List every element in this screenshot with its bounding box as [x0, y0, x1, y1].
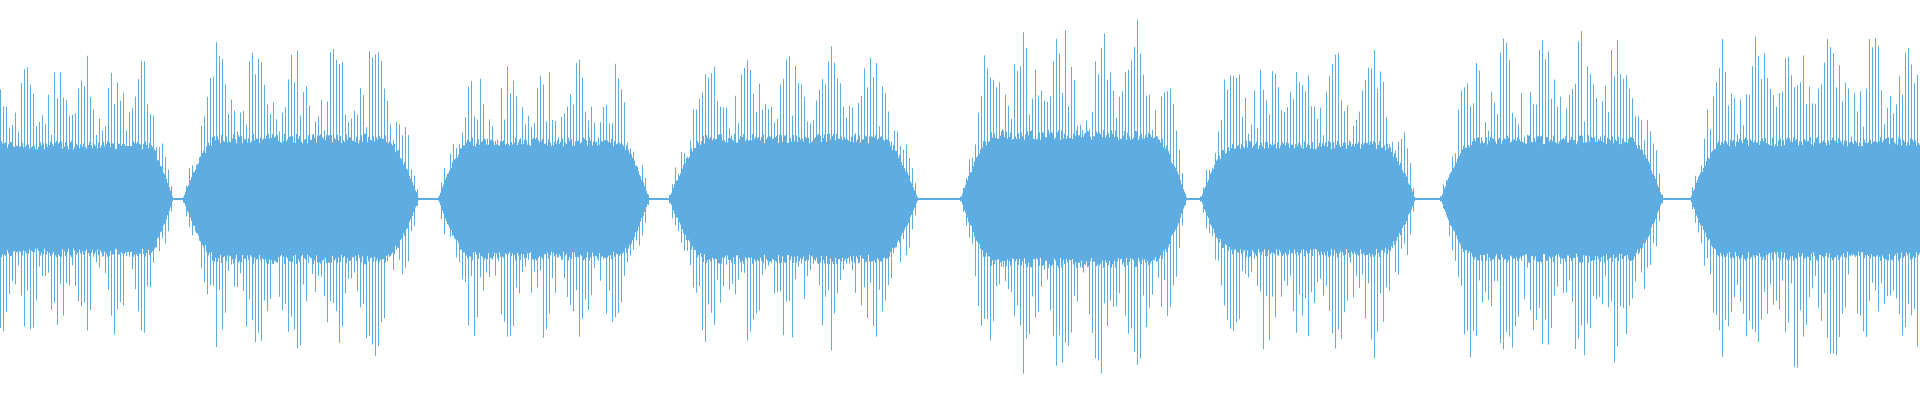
waveform-bars [0, 19, 1920, 374]
waveform-body [0, 129, 1920, 269]
